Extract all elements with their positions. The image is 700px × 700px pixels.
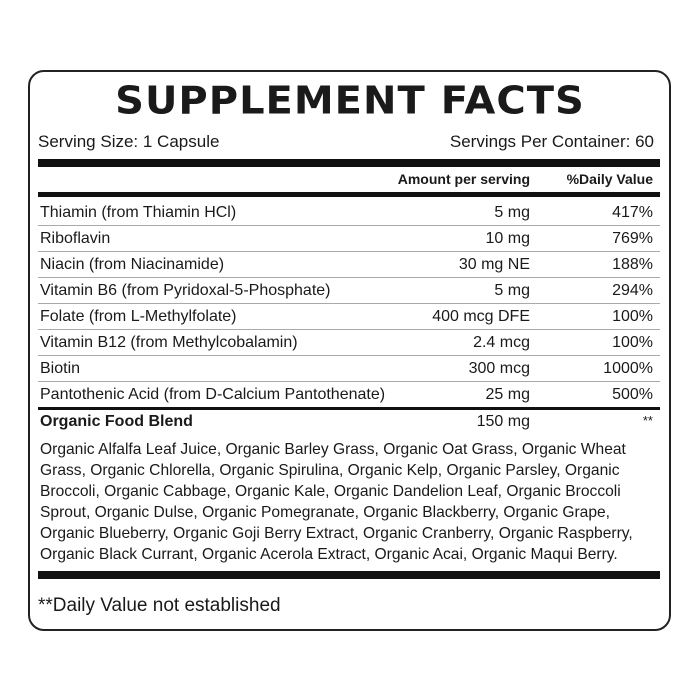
nutrient-dv: 500%	[612, 386, 653, 403]
nutrient-row: Biotin 300 mcg 1000%	[38, 356, 660, 382]
nutrient-amount: 10 mg	[485, 230, 530, 247]
nutrient-dv: 769%	[612, 230, 653, 247]
nutrient-amount: 30 mg NE	[458, 256, 530, 273]
nutrient-name: Niacin (from Niacinamide)	[40, 256, 225, 273]
nutrient-amount: 5 mg	[494, 282, 530, 299]
divider-blend	[38, 407, 660, 410]
nutrient-dv: 100%	[612, 308, 653, 325]
nutrient-name: Folate (from L-Methylfolate)	[40, 308, 237, 325]
serving-info: Serving Size: 1 Capsule Servings Per Con…	[38, 132, 654, 152]
nutrient-name: Riboflavin	[40, 230, 111, 247]
ingredient-line: Sprout, Organic Dulse, Organic Pomegrana…	[40, 504, 611, 521]
nutrient-amount: 400 mcg DFE	[432, 308, 530, 325]
nutrient-amount: 25 mg	[485, 386, 530, 403]
ingredient-line: Organic Black Currant, Organic Acerola E…	[40, 546, 618, 563]
supplement-facts-panel	[28, 70, 671, 631]
servings-per-container: Servings Per Container: 60	[449, 132, 654, 151]
serving-size: Serving Size: 1 Capsule	[38, 132, 220, 151]
nutrient-dv: 100%	[612, 334, 653, 351]
blend-name: Organic Food Blend	[40, 413, 193, 430]
nutrient-row: Riboflavin 10 mg 769%	[38, 226, 660, 252]
nutrient-name: Pantothenic Acid (from D-Calcium Pantoth…	[40, 386, 386, 403]
nutrient-dv: 188%	[612, 256, 653, 273]
nutrient-amount: 300 mcg	[468, 360, 530, 377]
panel-title: SUPPLEMENT FACTS	[115, 79, 585, 123]
nutrient-row: Pantothenic Acid (from D-Calcium Pantoth…	[38, 382, 660, 408]
divider-thick	[38, 159, 660, 167]
nutrient-amount: 2.4 mcg	[473, 334, 530, 351]
nutrient-row: Vitamin B12 (from Methylcobalamin) 2.4 mc…	[38, 330, 660, 356]
nutrient-amount: 5 mg	[494, 204, 530, 221]
ingredient-line: Grass, Organic Chlorella, Organic Spirul…	[40, 462, 620, 479]
nutrient-row: Thiamin (from Thiamin HCl) 5 mg 417%	[38, 200, 660, 226]
nutrient-name: Biotin	[40, 360, 81, 377]
nutrient-name: Vitamin B6 (from Pyridoxal-5-Phosphate)	[40, 282, 331, 299]
footnote: **Daily Value not established	[38, 595, 281, 616]
header-amount: Amount per serving	[397, 171, 530, 187]
divider-medium	[38, 192, 660, 197]
blend-amount: 150 mg	[476, 413, 530, 430]
blend-row: Organic Food Blend 150 mg **	[38, 410, 660, 436]
nutrient-row: Folate (from L-Methylfolate) 400 mcg DFE 1…	[38, 304, 660, 330]
blend-dv: **	[642, 413, 653, 428]
ingredient-line: Organic Alfalfa Leaf Juice, Organic Barl…	[40, 441, 626, 458]
header-daily-value: %Daily Value	[566, 171, 653, 187]
ingredient-line: Broccoli, Organic Cabbage, Organic Kale,…	[40, 483, 621, 500]
nutrient-dv: 294%	[612, 282, 653, 299]
blend-ingredients: Organic Alfalfa Leaf Juice, Organic Barl…	[40, 439, 633, 565]
divider-bottom	[38, 571, 660, 579]
nutrient-row: Niacin (from Niacinamide) 30 mg NE 188%	[38, 252, 660, 278]
nutrient-name: Thiamin (from Thiamin HCl)	[40, 204, 237, 221]
nutrient-dv: 417%	[612, 204, 653, 221]
nutrient-row: Vitamin B6 (from Pyridoxal-5-Phosphate) 5…	[38, 278, 660, 304]
ingredient-line: Organic Blueberry, Organic Goji Berry Ex…	[40, 525, 633, 542]
nutrient-name: Vitamin B12 (from Methylcobalamin)	[40, 334, 298, 351]
nutrient-dv: 1000%	[603, 360, 653, 377]
